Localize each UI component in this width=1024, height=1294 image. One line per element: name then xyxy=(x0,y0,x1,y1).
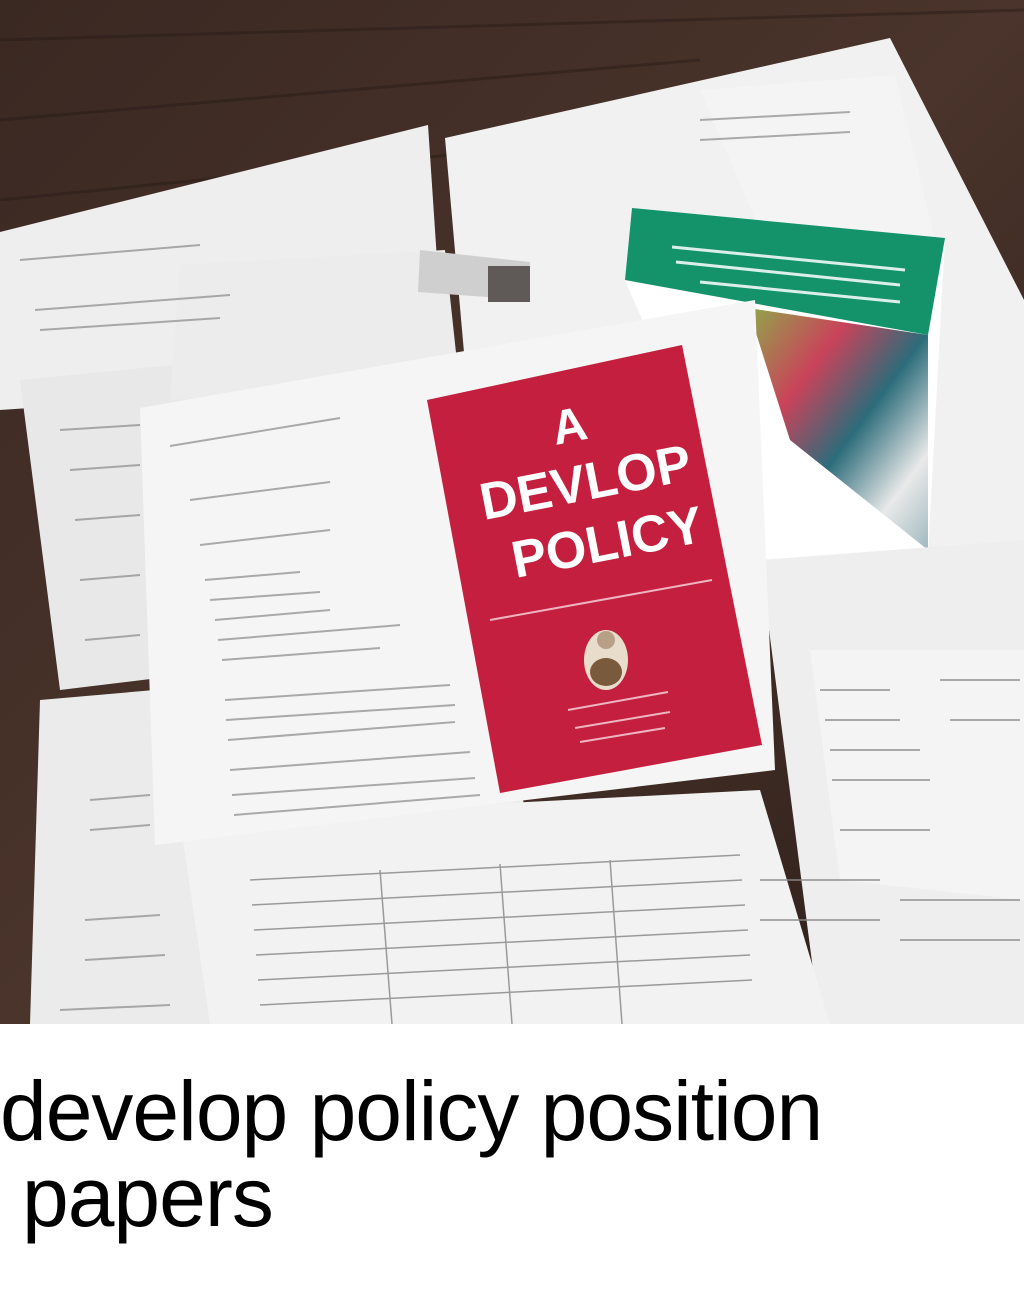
emblem-icon xyxy=(584,630,628,690)
caption-line-2: papers xyxy=(22,1150,274,1244)
red-cover-panel xyxy=(427,345,762,793)
document-photo: A DEVLOP POLICY xyxy=(0,0,1024,1024)
paper-sheet xyxy=(810,650,1024,900)
caption: develop policy position papers xyxy=(0,1068,1024,1240)
green-brochure xyxy=(625,208,945,560)
dark-tab xyxy=(488,266,530,302)
caption-line-1: develop policy position xyxy=(0,1064,823,1158)
paper-sheet xyxy=(180,790,830,1024)
form-table xyxy=(249,854,753,1024)
paper-sheet xyxy=(170,250,460,400)
text-lines xyxy=(19,111,1020,1011)
papers-on-table-illustration: A DEVLOP POLICY xyxy=(0,0,1024,1024)
